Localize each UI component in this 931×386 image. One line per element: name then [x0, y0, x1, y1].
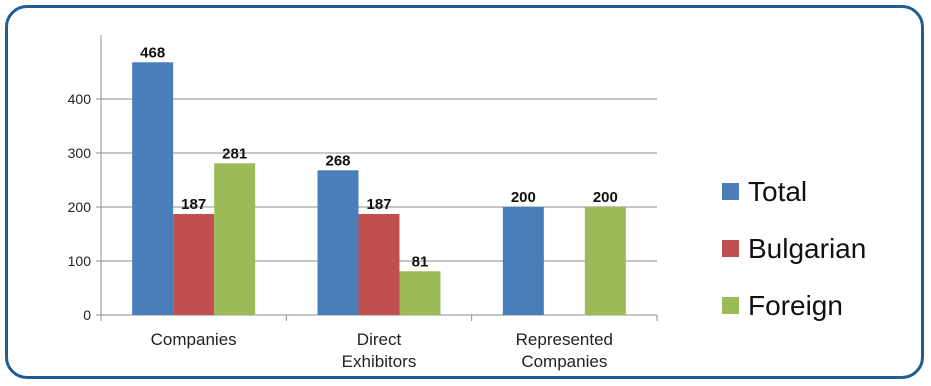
- legend-swatch-total: [722, 183, 739, 200]
- x-axis: Companies Direct Exhibitors Represented Comp…: [100, 314, 658, 371]
- legend-swatch-foreign: [722, 297, 739, 314]
- bar-bulgarian-0: [173, 214, 215, 315]
- x-category-label: Exhibitors: [342, 352, 417, 371]
- y-tick-label: 300: [68, 145, 92, 161]
- bar-bulgarian-1: [358, 214, 400, 315]
- bar-total-0: [132, 62, 174, 315]
- data-label: 468: [140, 44, 165, 61]
- data-labels: 468 187 281 268 187 81 200 200: [140, 44, 618, 270]
- y-tick-label: 100: [68, 253, 92, 269]
- bar-foreign-1: [399, 271, 441, 315]
- legend-swatch-bulgarian: [722, 240, 739, 257]
- x-category-label: Direct: [357, 330, 402, 349]
- data-label: 81: [412, 253, 429, 270]
- bar-total-2: [502, 207, 544, 315]
- x-category-label: Companies: [151, 330, 237, 349]
- data-label: 200: [593, 189, 618, 206]
- x-category-label: Companies: [521, 352, 607, 371]
- x-category-label: Represented: [516, 330, 613, 349]
- legend: Total Bulgarian Foreign: [722, 176, 866, 321]
- data-label: 200: [511, 189, 536, 206]
- y-axis: 0 100 200 300 400: [68, 35, 102, 323]
- data-label: 187: [181, 196, 206, 213]
- legend-label: Total: [748, 176, 807, 207]
- bar-total-1: [317, 170, 359, 315]
- data-label: 281: [222, 145, 247, 162]
- y-tick-label: 400: [68, 91, 92, 107]
- data-label: 187: [366, 196, 391, 213]
- y-tick-label: 200: [68, 199, 92, 215]
- legend-label: Bulgarian: [748, 233, 866, 264]
- bar-foreign-0: [214, 163, 256, 315]
- bars: [132, 62, 626, 315]
- y-tick-label: 0: [83, 307, 91, 323]
- legend-label: Foreign: [748, 290, 843, 321]
- bar-foreign-2: [584, 207, 626, 315]
- data-label: 268: [325, 152, 350, 169]
